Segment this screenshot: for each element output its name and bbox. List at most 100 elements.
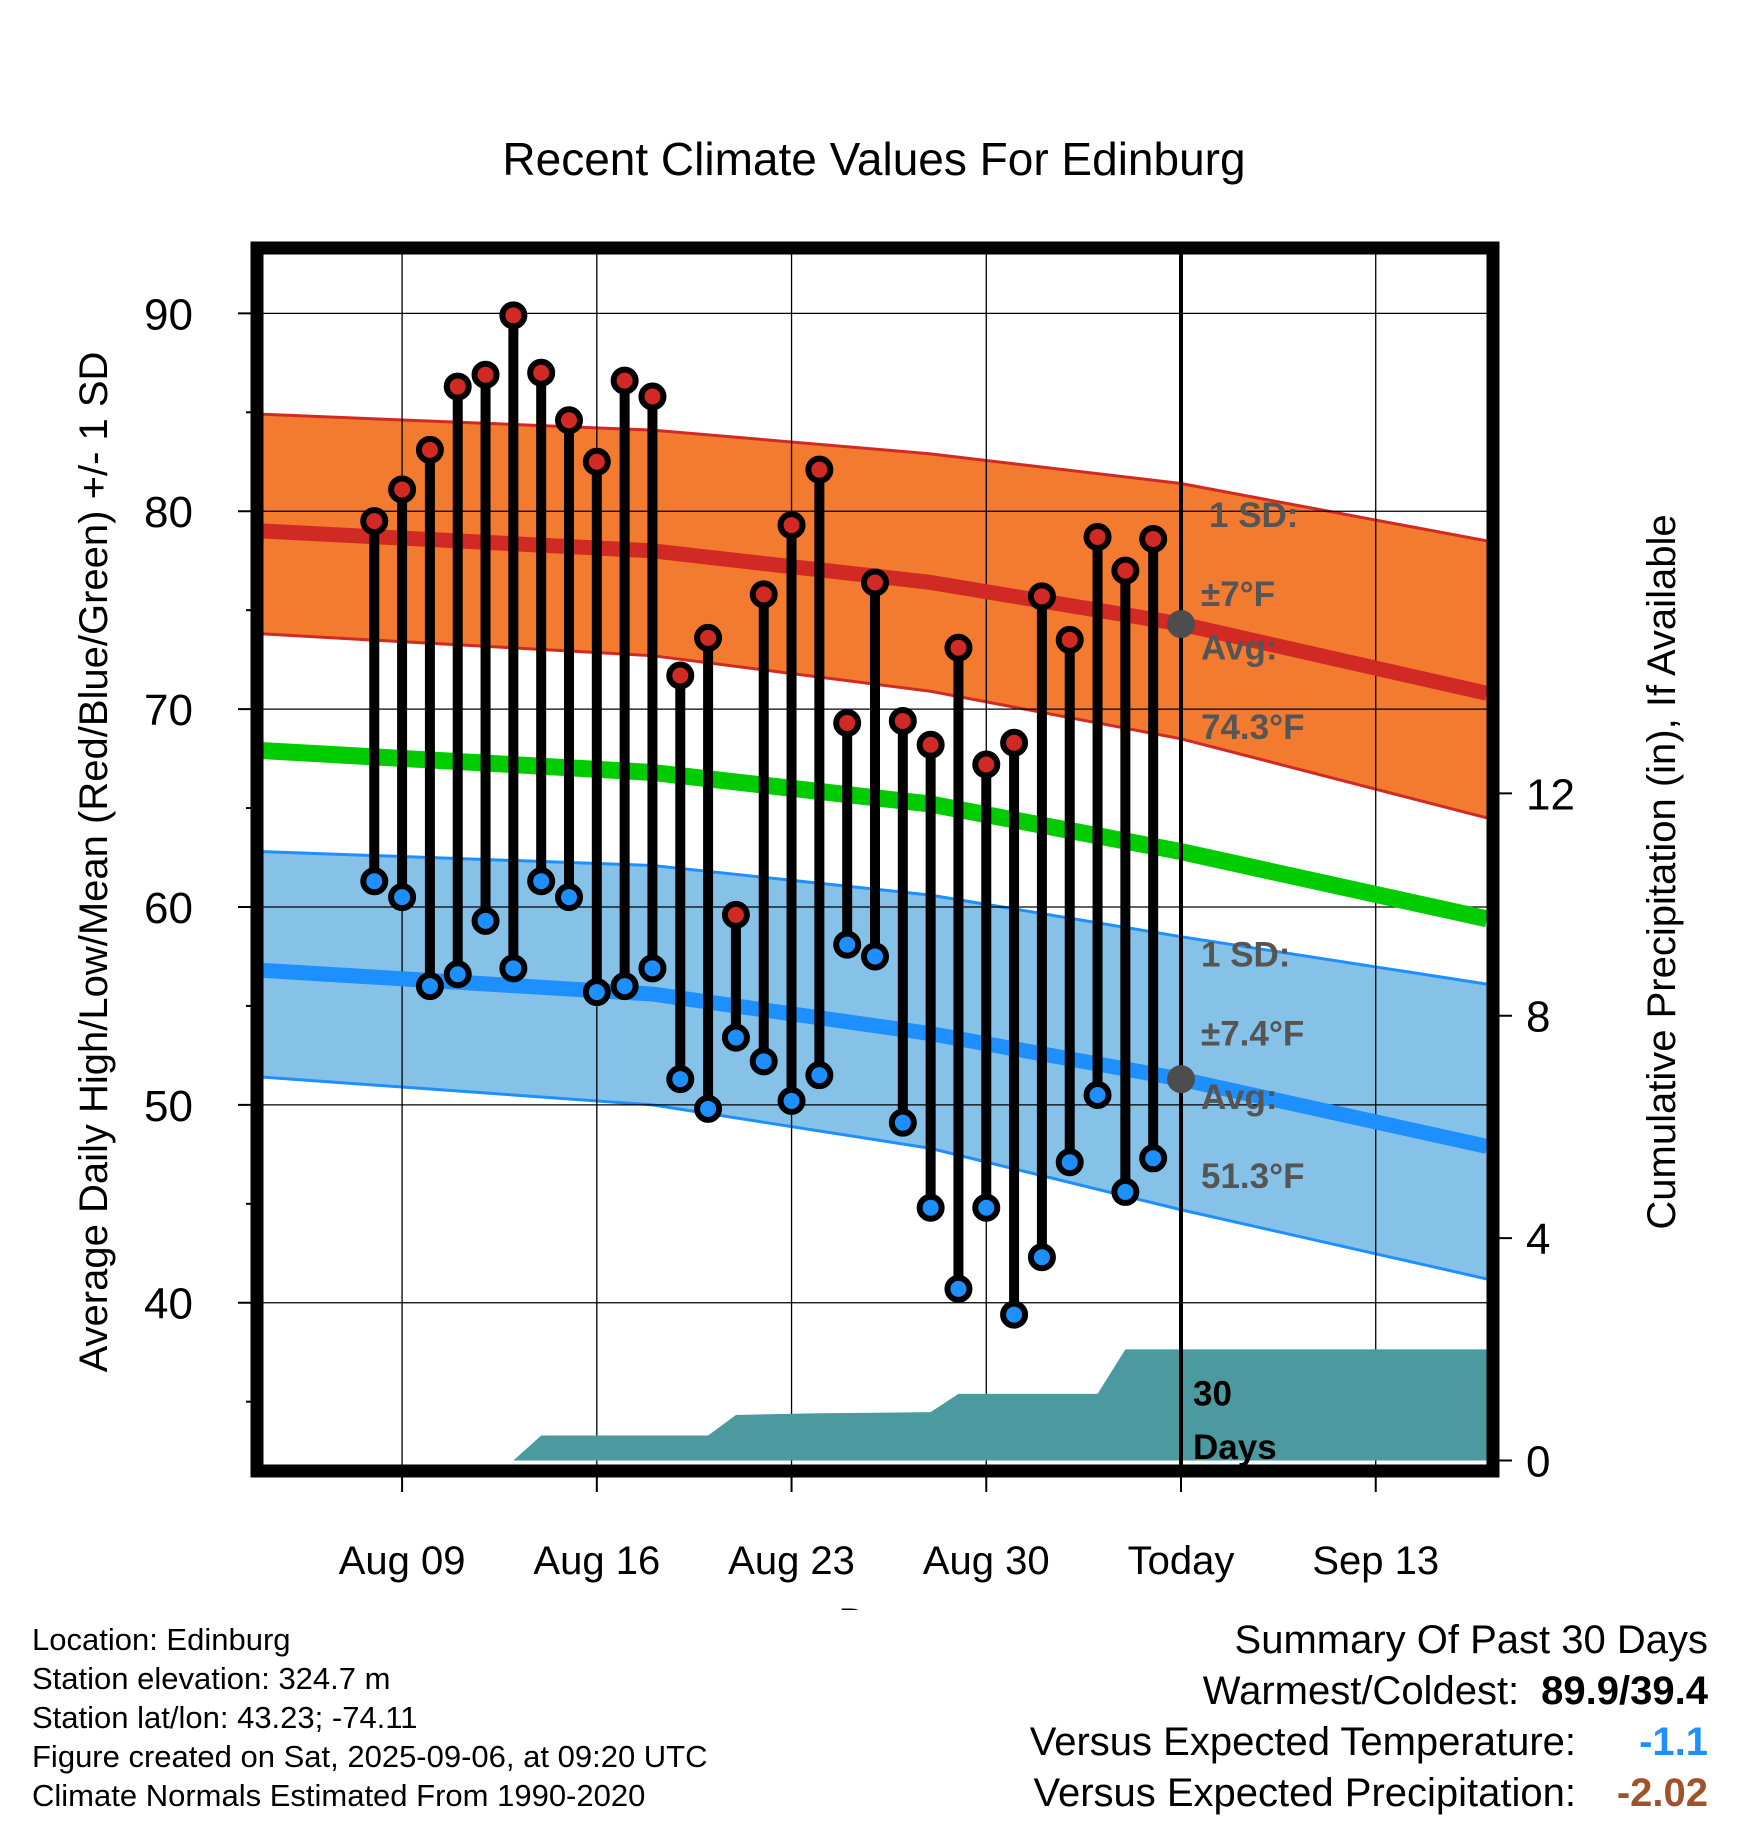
y2-axis-label: Cumulative Precipitation (in), If Availa… [1640,514,1684,1229]
created-text: Figure created on Sat, 2025-09-06, at 09… [32,1739,708,1774]
low-point [388,883,417,912]
low-point [1083,1080,1112,1109]
high-sd-upper-edge [263,412,1487,543]
summary-warm-cold: Warmest/Coldest: 89.9/39.4 [1030,1666,1708,1717]
y2-tick-label: 0 [1526,1438,1550,1487]
low-point [777,1086,806,1115]
low-point [360,867,389,896]
x-tick-label: Aug 23 [728,1539,855,1583]
high-point [415,435,444,464]
low-point [944,1274,973,1303]
high-normal-line [263,523,1487,701]
low-point [833,930,862,959]
low-point [638,954,667,983]
low-point [861,942,889,971]
latlon-text: Station lat/lon: 43.23; -74.11 [32,1700,418,1735]
x-tick-label: Aug 09 [339,1539,466,1583]
summary-temp: Versus Expected Temperature: -1.1 [1030,1717,1708,1768]
low-point [1027,1243,1056,1272]
high-point [610,366,639,395]
high-point [443,372,472,401]
summary-title: Summary Of Past 30 Days [1234,1618,1708,1662]
precip-value: -2.02 [1616,1771,1708,1815]
high-point [1111,556,1140,585]
high-point [861,568,889,597]
high-point [721,900,750,929]
low-point [527,867,556,896]
low-point [415,972,444,1001]
high-sd-lower-edge [263,632,1487,820]
summary-panel: Summary Of Past 30 Days Warmest/Coldest:… [1030,1615,1708,1819]
y-tick-label: 90 [144,290,193,339]
high-point [499,301,528,330]
cumulative-precip-area [263,1349,1487,1461]
chart-title: Recent Climate Values For Edinburg [502,133,1245,185]
high-point [888,706,917,735]
low-point [471,906,500,935]
low-point [1139,1144,1168,1173]
y-tick-label: 50 [144,1082,193,1131]
today-low-avg-marker [1167,1065,1195,1094]
high-point [527,358,556,387]
x-axis-label: Day [838,1601,909,1610]
low-point [694,1094,723,1123]
high-sd-label: 1 SD: [1209,496,1298,535]
low-point [972,1193,1001,1222]
today-high-avg-marker [1167,610,1195,639]
high-point [694,623,723,652]
y-axis-label: Average Daily High/Low/Mean (Red/Blue/Gr… [72,352,116,1373]
y2-tick-label: 8 [1526,993,1550,1042]
low-point [805,1061,834,1090]
high-point [916,730,945,759]
low-point [499,954,528,983]
low-point [1000,1300,1029,1329]
y-tick-label: 40 [144,1280,193,1329]
station-info: Location: Edinburg Station elevation: 32… [32,1620,708,1815]
warm-cold-label: Warmest/Coldest: [1202,1669,1520,1713]
low-avg-label: Avg: [1201,1078,1277,1117]
low-point [721,1023,750,1052]
elevation-text: Station elevation: 324.7 m [32,1661,391,1696]
x-tick-label: Today [1128,1539,1235,1583]
high-sd-value: ±7°F [1201,575,1275,614]
plot-frame [250,241,1500,1478]
location-text: Location: Edinburg [32,1622,291,1657]
low-avg-value: 51.3°F [1201,1157,1305,1196]
low-point [582,978,611,1007]
summary-precip: Versus Expected Precipitation: -2.02 [1030,1768,1708,1819]
high-point [944,633,973,662]
temp-label: Versus Expected Temperature: [1029,1720,1576,1764]
x-tick-label: Aug 30 [923,1539,1050,1583]
precip-label-days: Days [1193,1428,1277,1467]
x-tick-label: Sep 13 [1312,1539,1439,1583]
high-avg-label: Avg: [1201,629,1277,668]
temp-value: -1.1 [1639,1720,1708,1764]
high-point [1139,524,1168,553]
low-point [443,960,472,989]
high-point [666,661,695,690]
precip-label-30: 30 [1193,1375,1232,1414]
y-tick-label: 60 [144,884,193,933]
low-sd-value: ±7.4°F [1201,1015,1304,1054]
warm-cold-value: 89.9/39.4 [1541,1669,1708,1713]
high-point [749,580,778,609]
low-point [916,1193,945,1222]
high-point [471,360,500,389]
high-point [972,750,1001,779]
low-point [1111,1177,1140,1206]
high-point [638,382,667,411]
low-point [888,1108,917,1137]
high-point [1000,728,1029,757]
high-point [1027,582,1056,611]
x-tick-label: Aug 16 [533,1539,660,1583]
high-point [360,507,389,536]
low-sd-label: 1 SD: [1201,935,1290,974]
y-tick-label: 70 [144,686,193,735]
high-point [777,511,806,540]
y-tick-label: 80 [144,488,193,537]
y2-tick-label: 4 [1526,1215,1550,1264]
low-point [666,1065,695,1094]
high-point [805,455,834,484]
y2-tick-label: 12 [1526,770,1575,819]
high-point [582,447,611,476]
